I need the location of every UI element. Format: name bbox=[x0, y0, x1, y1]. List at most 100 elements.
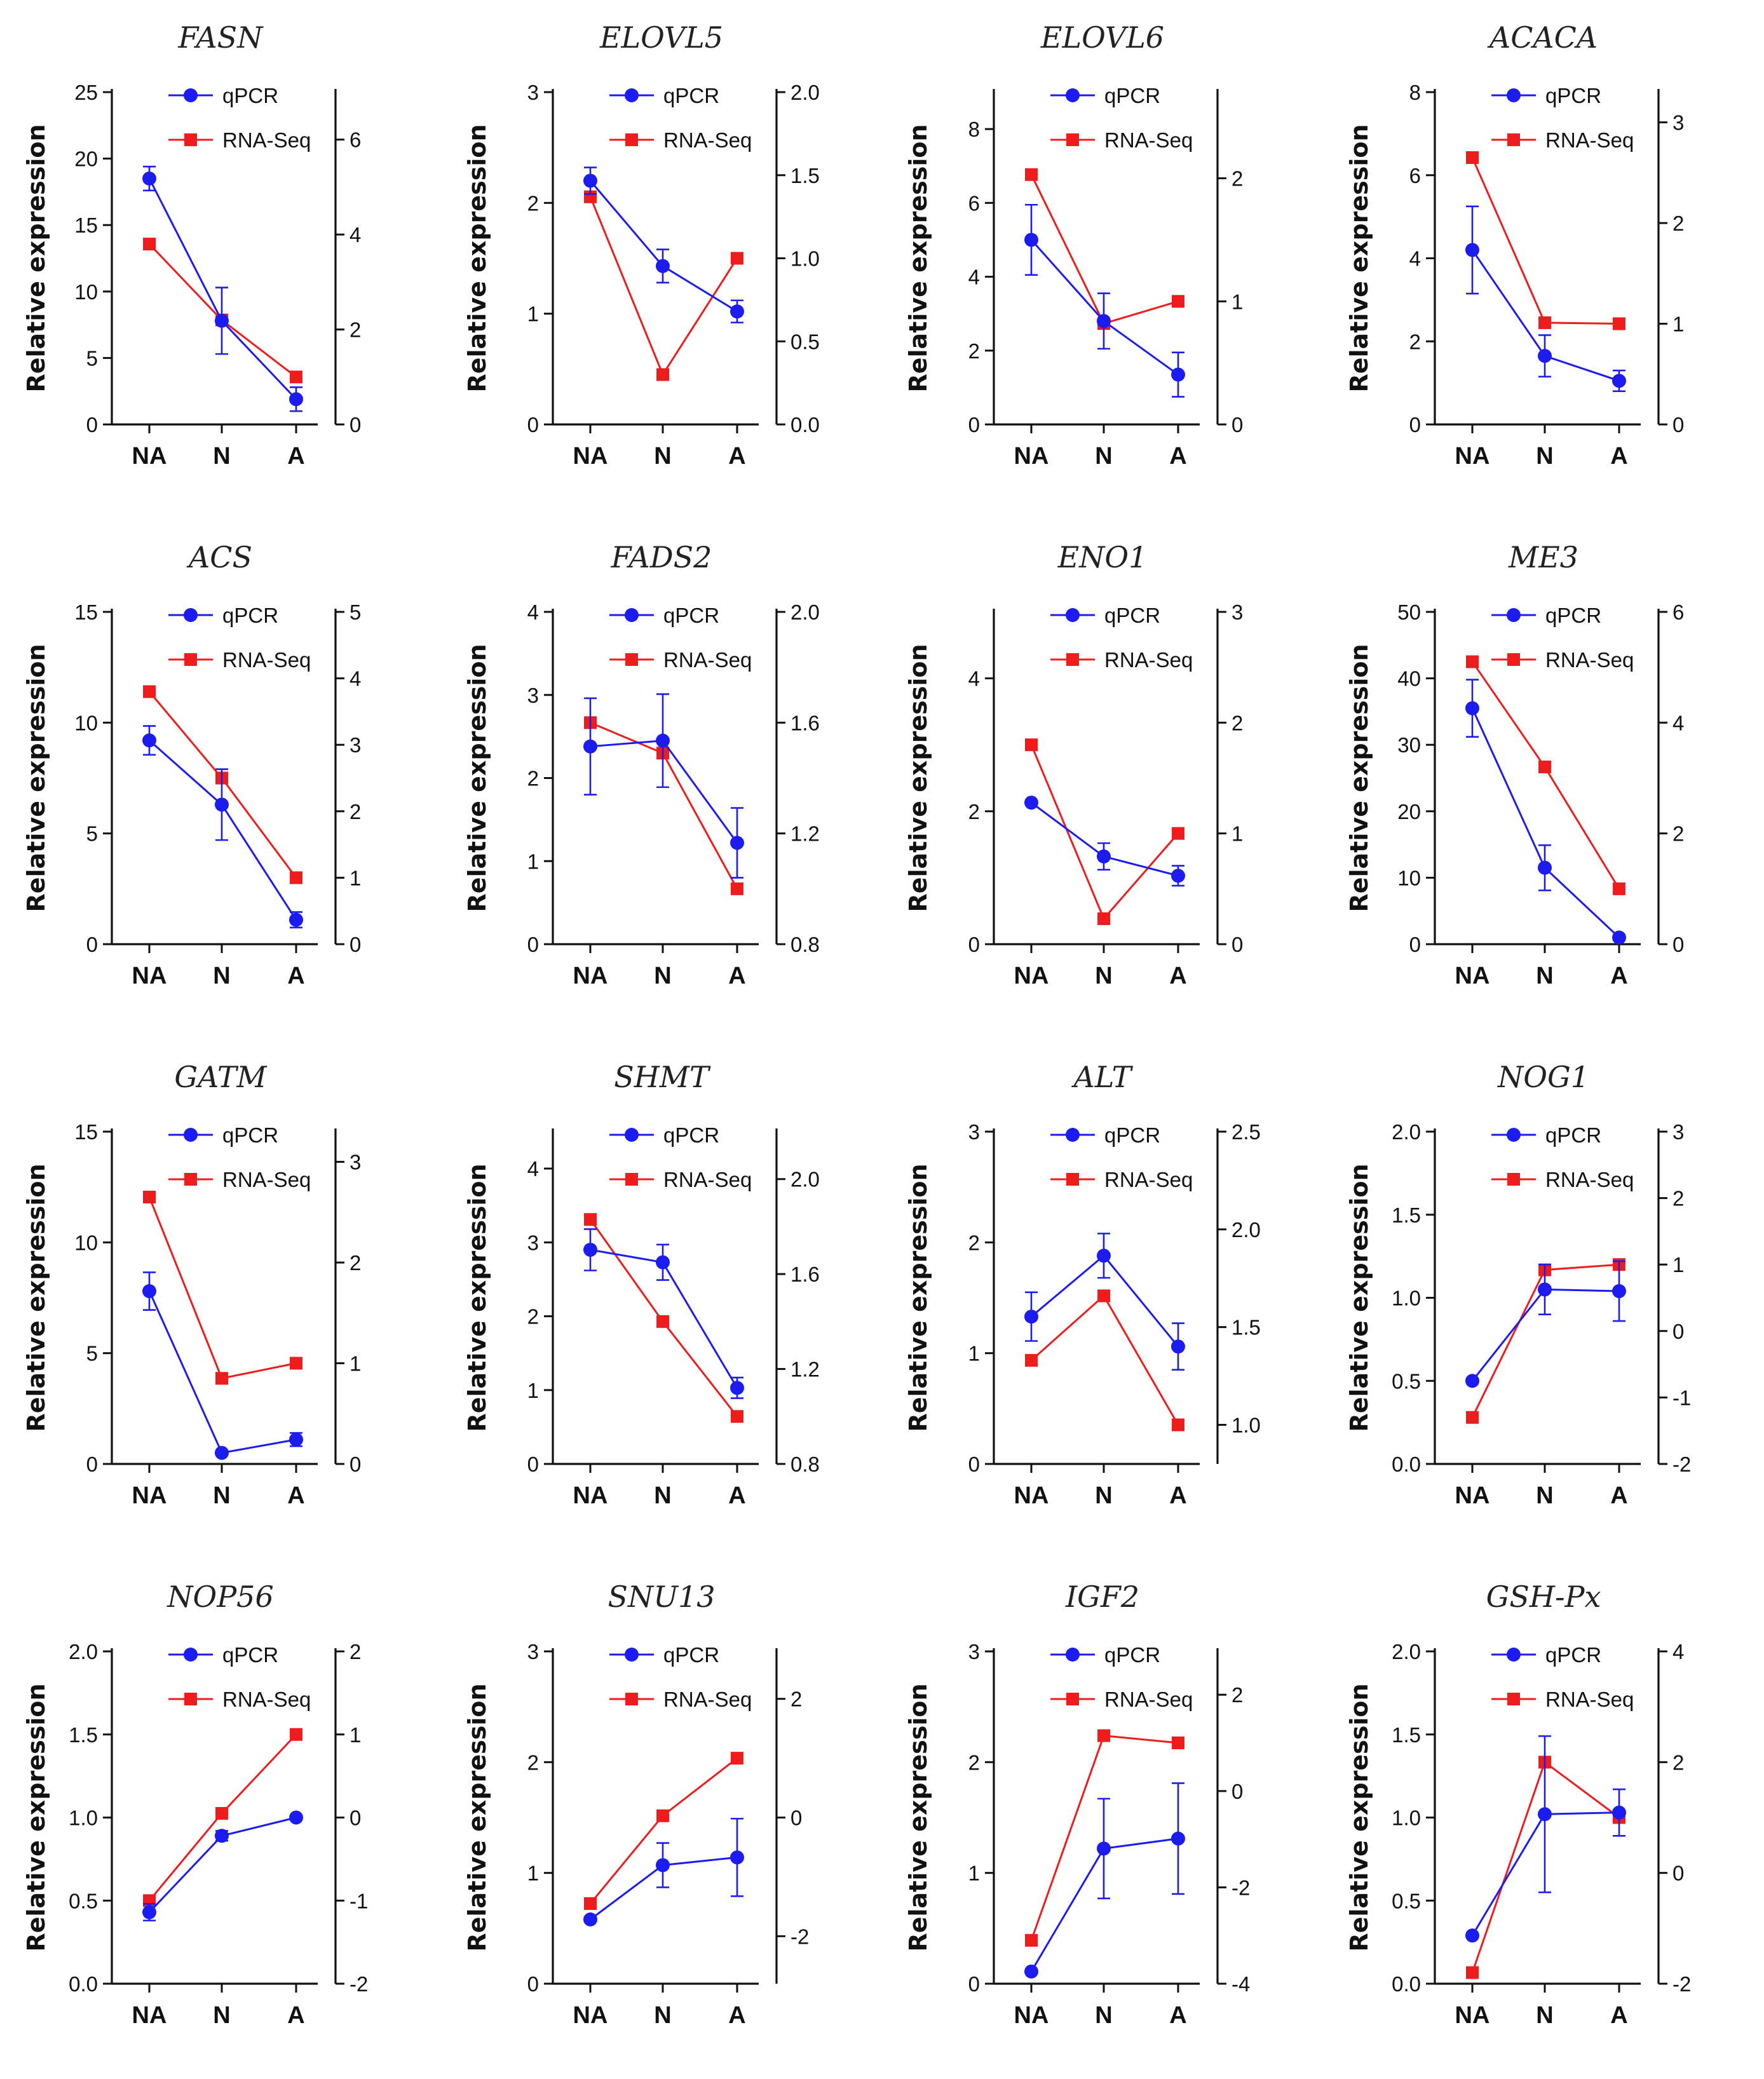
left-tick-label: 0 bbox=[86, 933, 98, 956]
right-tick-label: 0 bbox=[1231, 413, 1243, 437]
left-tick-label: 0 bbox=[86, 413, 98, 437]
right-tick-label: 1 bbox=[1231, 822, 1243, 846]
left-tick-label: 10 bbox=[74, 1231, 98, 1254]
right-tick-label: 1.6 bbox=[790, 711, 820, 735]
left-tick-label: 0 bbox=[527, 413, 539, 437]
x-tick-label: NA bbox=[132, 443, 167, 470]
left-tick-label: 10 bbox=[74, 280, 98, 304]
left-tick-label: 15 bbox=[74, 213, 98, 237]
legend-qpcr-label: qPCR bbox=[1104, 1643, 1160, 1667]
legend-rnaseq-label: RNA-Seq bbox=[1104, 1168, 1193, 1191]
qpcr-point bbox=[1171, 869, 1185, 883]
right-tick-label: 0 bbox=[790, 1806, 802, 1830]
x-tick-label: A bbox=[287, 963, 304, 989]
qpcr-point bbox=[656, 1255, 670, 1270]
right-tick-label: 6 bbox=[1672, 600, 1684, 624]
right-tick-label: 0 bbox=[349, 933, 361, 956]
rnaseq-point bbox=[1172, 295, 1184, 308]
right-tick-label: 3 bbox=[349, 733, 361, 757]
left-tick-label: 1 bbox=[527, 302, 539, 326]
x-tick-label: NA bbox=[573, 963, 608, 989]
legend-qpcr-marker bbox=[1066, 1128, 1080, 1142]
rnaseq-point bbox=[1025, 168, 1038, 181]
right-tick-label: 1.0 bbox=[1231, 1413, 1261, 1437]
x-tick-label: A bbox=[287, 443, 304, 470]
rnaseq-series-line bbox=[148, 243, 297, 378]
chart-panel-elovl5: ELOVL5 Relative expression 0 1 2 3 0.0 0.5 1.0 1.… bbox=[441, 0, 882, 520]
chart-panel-me3: ME3 Relative expression 0 10 20 30 40 50 0 2 4 6 NA N… bbox=[1323, 520, 1764, 1040]
legend-qpcr-marker bbox=[184, 608, 198, 622]
legend-rnaseq-label: RNA-Seq bbox=[222, 1168, 311, 1191]
left-tick-label: 30 bbox=[1397, 733, 1421, 757]
qpcr-point bbox=[656, 1858, 670, 1872]
y-axis-label: Relative expression bbox=[904, 1683, 932, 1951]
right-tick-label: 1 bbox=[1672, 1253, 1684, 1277]
y-axis-label: Relative expression bbox=[22, 1683, 50, 1951]
right-tick-label: 2 bbox=[349, 1251, 361, 1275]
qpcr-point bbox=[1465, 1928, 1479, 1943]
right-tick-label: 0 bbox=[349, 413, 361, 437]
left-tick-label: 6 bbox=[1409, 164, 1421, 187]
legend-rnaseq-marker bbox=[625, 133, 638, 146]
legend-qpcr-marker bbox=[625, 608, 639, 622]
x-tick-label: NA bbox=[573, 1482, 608, 1509]
left-tick-label: 2.0 bbox=[1392, 1640, 1421, 1663]
left-tick-label: 2 bbox=[527, 767, 539, 790]
rnaseq-point bbox=[731, 1410, 743, 1423]
left-tick-label: 2 bbox=[527, 1305, 539, 1329]
rnaseq-point bbox=[290, 1728, 302, 1741]
qpcr-point bbox=[730, 836, 744, 850]
left-tick-label: 0 bbox=[968, 1972, 980, 1996]
legend-rnaseq-marker bbox=[184, 1173, 197, 1186]
qpcr-point bbox=[1024, 1964, 1038, 1979]
left-tick-label: 3 bbox=[527, 1231, 539, 1254]
x-tick-label: A bbox=[287, 1482, 304, 1509]
legend-rnaseq-label: RNA-Seq bbox=[1545, 128, 1634, 152]
right-tick-label: 0.8 bbox=[790, 933, 820, 956]
rnaseq-point bbox=[1466, 1966, 1479, 1979]
chart-title: ME3 bbox=[1508, 540, 1578, 574]
left-tick-label: 5 bbox=[86, 1342, 98, 1365]
left-tick-label: 0.0 bbox=[69, 1972, 98, 1996]
legend-qpcr-label: qPCR bbox=[663, 1123, 719, 1147]
left-tick-label: 0 bbox=[527, 1972, 539, 1996]
x-tick-label: A bbox=[1610, 963, 1627, 989]
left-tick-label: 3 bbox=[968, 1640, 980, 1663]
legend-qpcr-marker bbox=[625, 1648, 639, 1662]
left-tick-label: 0 bbox=[1409, 933, 1421, 956]
qpcr-point bbox=[1612, 374, 1626, 388]
qpcr-point bbox=[215, 1829, 229, 1843]
rnaseq-point bbox=[1172, 1418, 1184, 1432]
right-tick-label: 2 bbox=[1672, 1187, 1684, 1210]
right-tick-label: -2 bbox=[1672, 1972, 1691, 1996]
legend-qpcr-label: qPCR bbox=[663, 604, 719, 627]
x-tick-label: A bbox=[728, 963, 745, 989]
qpcr-point bbox=[1612, 1805, 1626, 1820]
left-tick-label: 0 bbox=[86, 1453, 98, 1476]
legend-rnaseq-marker bbox=[1066, 1693, 1079, 1705]
right-tick-label: 6 bbox=[349, 128, 361, 152]
left-tick-label: 25 bbox=[74, 81, 98, 104]
rnaseq-series-line bbox=[1471, 1760, 1620, 1974]
left-tick-label: 2.0 bbox=[1392, 1120, 1421, 1144]
x-tick-label: N bbox=[1536, 1482, 1553, 1509]
left-tick-label: 0 bbox=[1409, 413, 1421, 437]
right-tick-label: 1 bbox=[349, 1723, 361, 1747]
y-axis-label: Relative expression bbox=[22, 124, 50, 392]
legend-qpcr-marker bbox=[1066, 608, 1080, 622]
right-tick-label: 3 bbox=[1672, 1120, 1684, 1144]
y-axis-label: Relative expression bbox=[904, 1163, 932, 1432]
right-tick-label: 0 bbox=[1672, 413, 1684, 437]
legend-qpcr-label: qPCR bbox=[222, 1643, 278, 1667]
legend-rnaseq-label: RNA-Seq bbox=[663, 648, 752, 672]
chart-title: GATM bbox=[174, 1060, 268, 1094]
right-tick-label: 4 bbox=[1672, 711, 1684, 735]
left-tick-label: 3 bbox=[527, 684, 539, 707]
x-tick-label: A bbox=[1610, 1482, 1627, 1509]
legend-rnaseq-label: RNA-Seq bbox=[1104, 1688, 1193, 1711]
legend-rnaseq-marker bbox=[1507, 133, 1520, 146]
left-tick-label: 1 bbox=[968, 1862, 980, 1885]
